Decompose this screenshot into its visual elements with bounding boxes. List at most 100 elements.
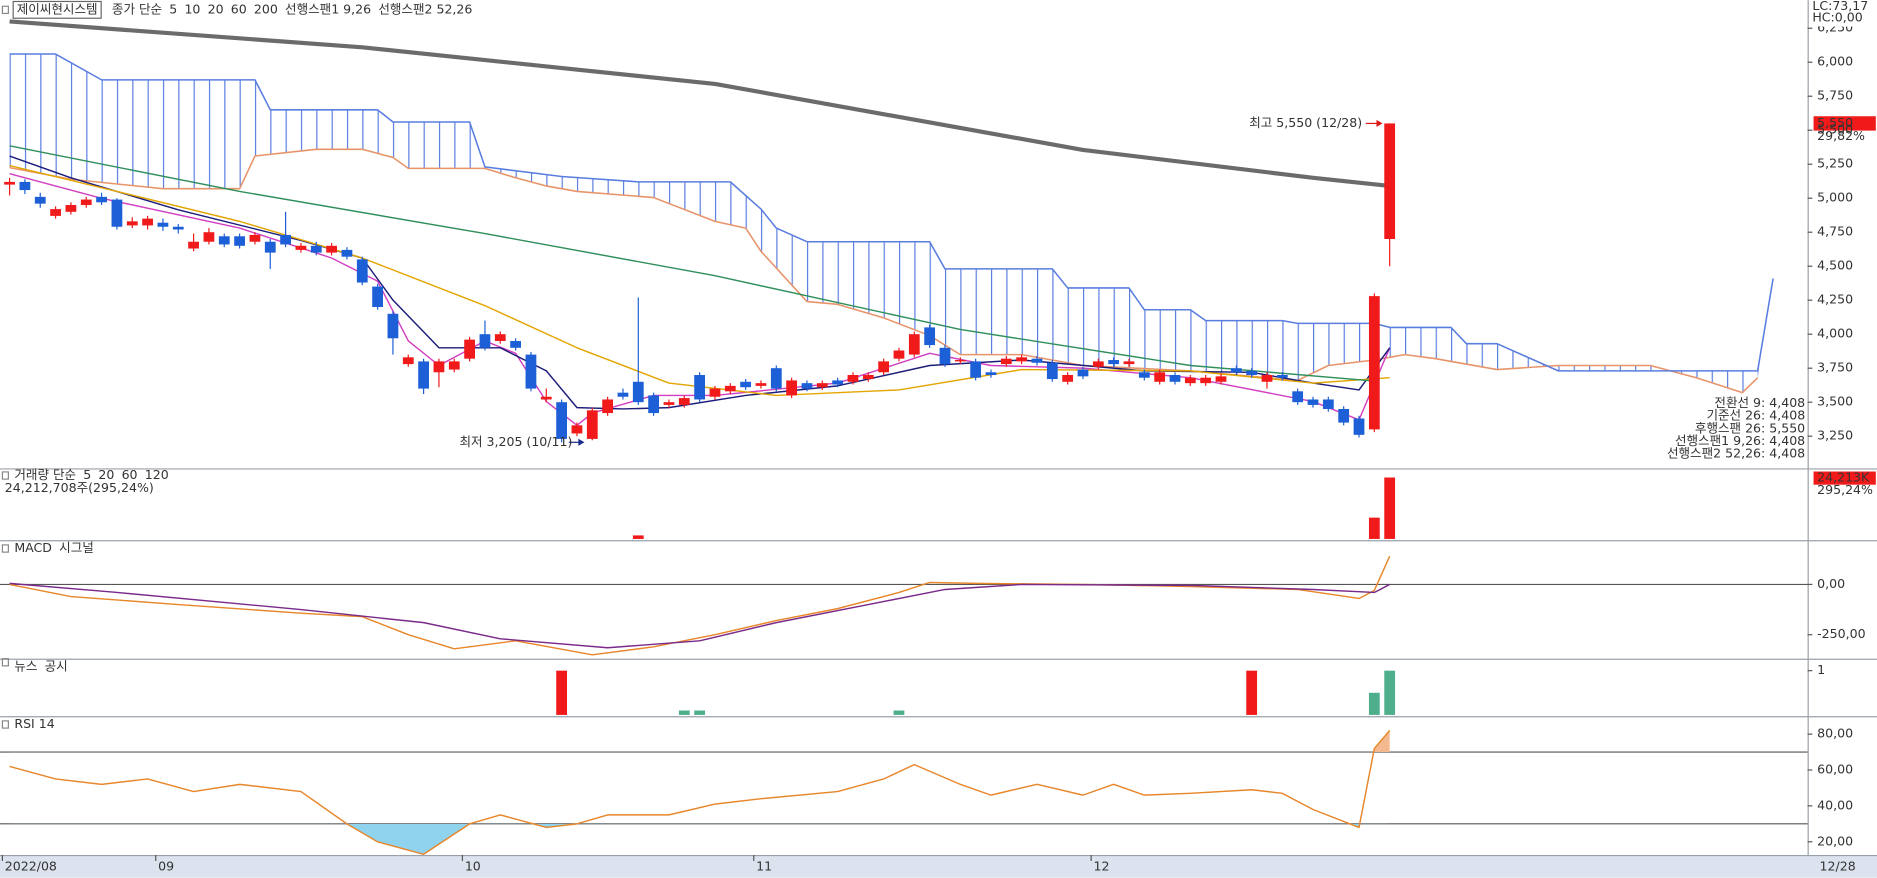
last-value: 24,213K <box>1817 470 1870 485</box>
y-tick-label: 3,750 <box>1817 360 1853 375</box>
candle-body <box>878 361 890 373</box>
x-tick-label: 12 <box>1094 858 1110 873</box>
x-axis-strip <box>0 854 1877 878</box>
last-date: 12/28 <box>1820 858 1856 873</box>
panel-frame <box>0 0 1877 857</box>
candle-body <box>172 226 184 230</box>
legend-label: 20 <box>98 467 114 482</box>
candle-body <box>770 368 782 389</box>
candle-body <box>203 232 215 242</box>
candle-body <box>1123 361 1135 365</box>
last-price-box <box>1813 116 1876 131</box>
panel-icon <box>1 720 9 729</box>
candle-body <box>1169 374 1181 382</box>
legend-label: 선행스팬1 9,26 <box>285 1 371 16</box>
candle-body <box>939 347 951 365</box>
bar <box>1384 670 1396 715</box>
candle-body <box>1261 374 1273 382</box>
indicator-line <box>9 582 1391 649</box>
candle-body <box>648 395 660 414</box>
bar <box>632 535 644 539</box>
info-label: 후행스팬 26: 5,550 <box>1695 420 1805 435</box>
candle-body <box>402 357 414 365</box>
candle-body <box>1384 123 1396 240</box>
panel-icon <box>1 658 9 667</box>
legend-label: 60 <box>231 1 247 16</box>
candle-body <box>586 410 598 439</box>
y-tick-label: 3,250 <box>1817 428 1853 443</box>
candle-body <box>632 381 644 403</box>
bar <box>1384 477 1396 539</box>
candle-body <box>663 402 675 405</box>
candle-body <box>1062 374 1074 382</box>
y-tick-label: 4,500 <box>1817 258 1853 273</box>
y-tick-label: 6,000 <box>1817 54 1853 69</box>
candle-body <box>709 388 721 397</box>
legend-label: RSI 14 <box>14 716 54 731</box>
bar <box>678 710 690 715</box>
info-label: 24,212,708주(295,24%) <box>5 480 154 495</box>
y-tick-label: 5,000 <box>1817 190 1853 205</box>
candle-body <box>448 361 460 370</box>
y-tick-label: 40,00 <box>1817 797 1853 812</box>
candle-body <box>1000 358 1012 365</box>
candle-body <box>1322 399 1334 409</box>
legend-label: 20 <box>208 1 224 16</box>
bar <box>1368 692 1380 715</box>
candle-body <box>755 383 767 386</box>
candle-body <box>602 399 614 414</box>
candle-body <box>372 286 383 307</box>
candle-body <box>985 372 997 375</box>
candle-body <box>310 245 322 253</box>
candle-body <box>1230 368 1242 373</box>
y-tick-label: 60,00 <box>1817 762 1853 777</box>
legend-label: 거래량 단순 <box>14 467 76 482</box>
bar <box>1246 670 1258 715</box>
y-tick-label: 3,500 <box>1817 394 1853 409</box>
candle-body <box>50 209 61 216</box>
candle-body <box>617 392 629 397</box>
candle-body <box>893 350 905 359</box>
candle-body <box>862 374 874 380</box>
chart-title: 제이씨현시스템 <box>17 1 98 16</box>
indicator-line <box>9 730 1391 855</box>
ma-line <box>9 164 1390 397</box>
y-tick-label: 1 <box>1817 662 1825 677</box>
legend-label: 뉴스 <box>14 659 37 674</box>
candle-body <box>847 374 859 382</box>
y-tick-label: 5,500 <box>1817 122 1853 137</box>
candle-body <box>1046 362 1058 380</box>
y-tick-label: 4,250 <box>1817 292 1853 307</box>
y-tick-label: 4,000 <box>1817 326 1853 341</box>
legend-label: 종가 단순 <box>112 1 162 16</box>
y-tick-label: 0,00 <box>1817 576 1845 591</box>
candle-body <box>326 245 337 253</box>
candle-body <box>4 181 15 185</box>
change-label: 295,24% <box>1817 482 1873 497</box>
candle-body <box>801 383 813 389</box>
candle-body <box>678 398 690 405</box>
candle-body <box>1184 377 1196 384</box>
legend-label: 5 <box>83 467 91 482</box>
title-box <box>12 0 102 19</box>
candle-body <box>142 218 153 226</box>
candle-body <box>264 241 276 253</box>
indicator-line <box>9 555 1391 656</box>
candle-body <box>19 181 31 191</box>
candle-body <box>1016 357 1028 362</box>
cloud-hatch <box>9 54 1774 393</box>
ma-line <box>9 145 1375 382</box>
candle-body <box>464 339 475 359</box>
info-label: 기준선 26: 4,408 <box>1706 408 1805 423</box>
candle-body <box>341 249 353 257</box>
y-tick-label: 5,250 <box>1817 156 1853 171</box>
candle-body <box>1077 369 1089 377</box>
candle-body <box>1292 391 1304 403</box>
candle-body <box>816 383 828 388</box>
panel-icon <box>1 471 9 480</box>
candle-body <box>479 334 491 348</box>
candle-body <box>1368 296 1380 430</box>
candle-body <box>188 241 199 249</box>
candle-body <box>157 222 169 227</box>
